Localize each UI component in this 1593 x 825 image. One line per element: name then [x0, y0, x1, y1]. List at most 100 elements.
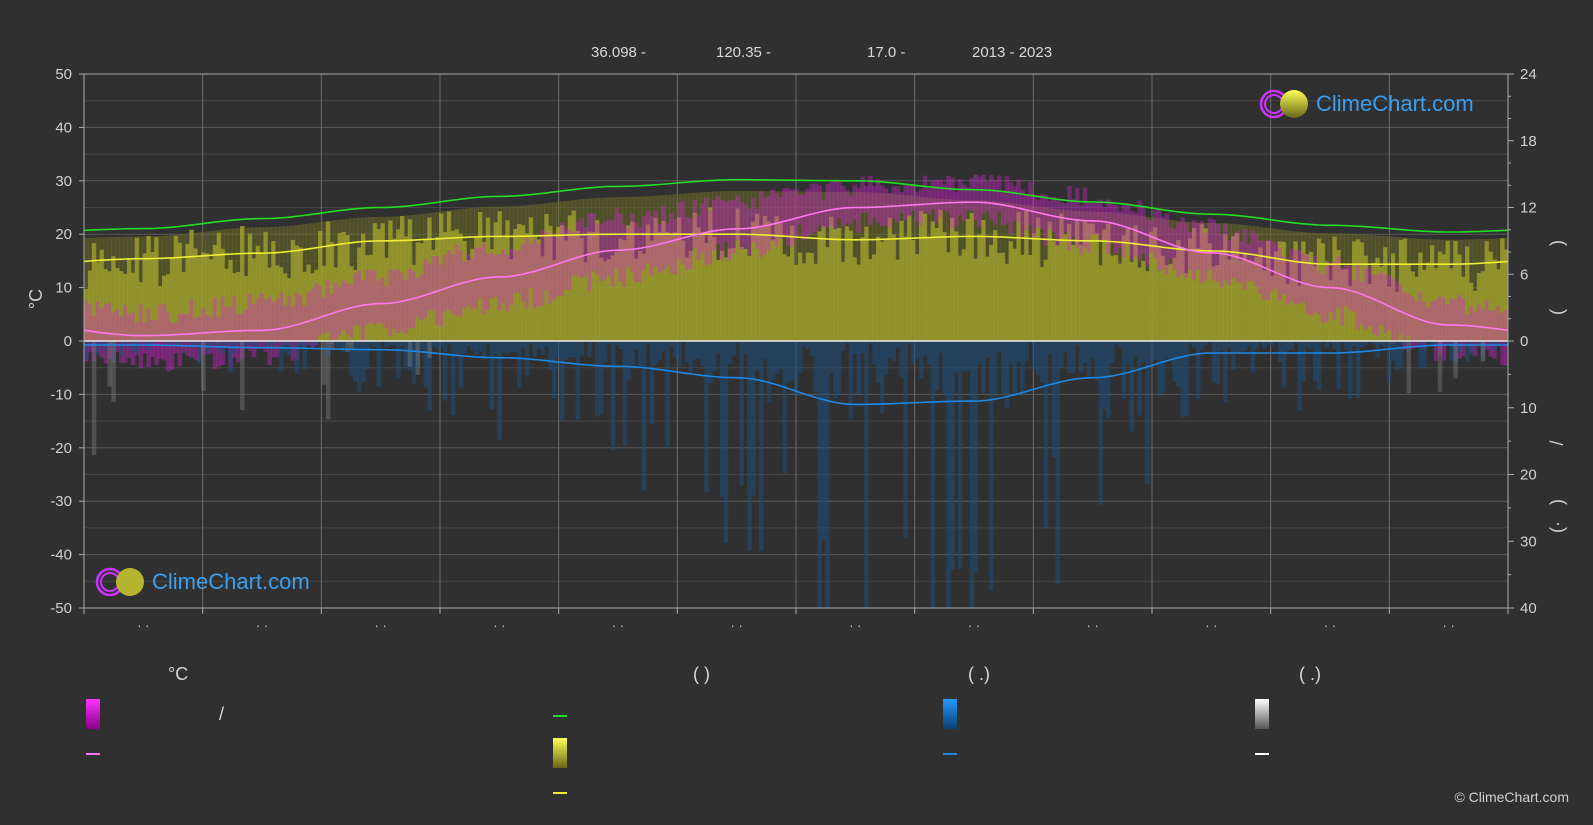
sunshine-bar: [415, 242, 421, 341]
temp-range-bar: [1402, 292, 1408, 350]
sunshine-bar: [193, 248, 198, 341]
sunshine-bar: [493, 222, 499, 341]
temp-range-bar: [801, 194, 807, 241]
precip-bar: [337, 341, 343, 348]
temp-range-bar: [1145, 219, 1150, 266]
temp-range-bar: [708, 210, 713, 265]
sunshine-bar: [329, 242, 335, 341]
sunshine-bar: [739, 247, 744, 341]
sunshine-bar: [1172, 257, 1177, 341]
precip-bar: [996, 341, 1002, 352]
temp-range-bar: [349, 284, 354, 338]
sunshine-bar: [107, 271, 112, 341]
left-tick-label: -30: [50, 493, 72, 510]
sunshine-bar: [1219, 250, 1224, 341]
legend-precip-swatch: [943, 699, 957, 729]
temp-range-bar: [329, 294, 335, 344]
left-tick-label: 30: [55, 173, 72, 190]
sunshine-bar: [431, 249, 436, 341]
sunshine-bar: [337, 233, 343, 341]
precip-bar: [1297, 341, 1302, 411]
sunshine-bar: [95, 262, 101, 341]
temp-range-bar: [852, 184, 858, 220]
sunshine-bar: [1484, 241, 1490, 341]
sunshine-bar: [1137, 267, 1142, 341]
precip-bar: [1035, 341, 1041, 376]
sunshine-bar: [1094, 232, 1099, 341]
elevation-label: 17.0 -: [867, 44, 906, 61]
precip-bar: [1340, 341, 1345, 343]
temp-range-bar: [731, 199, 737, 254]
precip-bar: [833, 341, 838, 399]
precip-bar: [1465, 341, 1470, 362]
sunshine-bar: [1504, 249, 1508, 341]
precip-bar: [1113, 341, 1119, 345]
temp-range-bar: [485, 254, 491, 310]
temp-range-bar: [111, 312, 116, 363]
sunshine-bar: [1191, 228, 1197, 341]
sunshine-bar: [349, 266, 354, 341]
sunshine-bar: [1160, 255, 1166, 341]
temp-range-bar: [1457, 295, 1462, 359]
sunshine-bar: [645, 224, 651, 341]
precip-bar: [782, 341, 787, 474]
precip-bar: [1437, 341, 1443, 344]
month-tick-label: · ·: [731, 618, 743, 633]
sunshine-bar: [879, 241, 885, 341]
precip-bar: [216, 341, 222, 351]
precip-bar: [1394, 341, 1400, 371]
temp-range-bar: [899, 191, 904, 214]
temp-range-bar: [298, 295, 304, 345]
sunshine-bar: [809, 253, 815, 341]
precip-bar: [251, 341, 257, 346]
sunshine-bar: [836, 227, 842, 341]
temp-range-bar: [930, 180, 936, 210]
precip-bar: [704, 341, 709, 493]
sunshine-bar: [1004, 263, 1010, 341]
precip-bar: [1359, 341, 1365, 348]
sunshine-bar: [544, 213, 549, 341]
precip-bar: [563, 341, 569, 361]
temp-range-bar: [1262, 240, 1267, 300]
temp-range-bar: [263, 299, 268, 352]
precip-bar: [1016, 341, 1021, 362]
sunshine-bar: [1020, 254, 1025, 341]
month-tick-label: · ·: [1443, 618, 1455, 633]
sunshine-bar: [731, 247, 737, 341]
precip-bar: [762, 341, 768, 360]
precip-bar: [1355, 341, 1361, 399]
precip-bar: [1418, 341, 1423, 368]
sunshine-bar: [548, 225, 553, 341]
sunshine-bar: [848, 230, 854, 341]
precip-bar: [770, 341, 776, 380]
precip-bar: [474, 341, 479, 356]
temp-range-bar: [856, 188, 861, 233]
temp-range-bar: [887, 193, 893, 229]
sunshine-bar: [950, 217, 955, 341]
sunshine-bar: [993, 229, 998, 341]
precip-bar: [1121, 341, 1127, 400]
temp-range-bar: [669, 213, 674, 274]
precip-bar: [1191, 341, 1197, 348]
precip-bar: [357, 341, 362, 392]
sunshine-bar: [84, 289, 89, 341]
temp-range-bar: [891, 186, 897, 219]
precip-bar: [1094, 341, 1099, 381]
temp-range-bar: [946, 175, 951, 212]
sunshine-bar: [396, 229, 401, 341]
precip-bar: [618, 341, 623, 349]
sunshine-bar: [821, 225, 826, 341]
temp-range-bar: [1367, 265, 1373, 327]
logo-top-right: ClimeChart.com: [1258, 88, 1474, 120]
right-top-tick-label: 24: [1520, 66, 1537, 83]
temp-range-bar: [782, 188, 787, 236]
temp-range-bar: [598, 223, 604, 282]
precip-bar: [501, 341, 506, 353]
precip-bar: [1012, 341, 1018, 397]
temp-range-bar: [197, 316, 202, 362]
precip-bar: [895, 341, 900, 348]
left-axis-label: °C: [26, 289, 46, 309]
precip-bar: [622, 341, 627, 446]
precip-bar: [1184, 341, 1189, 417]
temp-range-bar: [158, 304, 163, 360]
